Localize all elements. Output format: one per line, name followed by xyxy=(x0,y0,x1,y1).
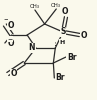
Text: Br: Br xyxy=(55,74,65,82)
Text: O: O xyxy=(10,70,17,78)
Text: CH₃: CH₃ xyxy=(51,3,61,8)
Text: O: O xyxy=(7,38,14,48)
Text: N: N xyxy=(28,44,35,52)
Text: O: O xyxy=(81,30,87,40)
Text: −: − xyxy=(4,16,8,21)
Text: O: O xyxy=(7,20,14,30)
Text: O: O xyxy=(62,7,68,16)
Text: −: − xyxy=(7,36,13,42)
Text: CH₃: CH₃ xyxy=(30,4,40,9)
Text: S: S xyxy=(60,28,66,36)
Text: Br: Br xyxy=(67,52,76,62)
Text: H: H xyxy=(59,40,64,44)
